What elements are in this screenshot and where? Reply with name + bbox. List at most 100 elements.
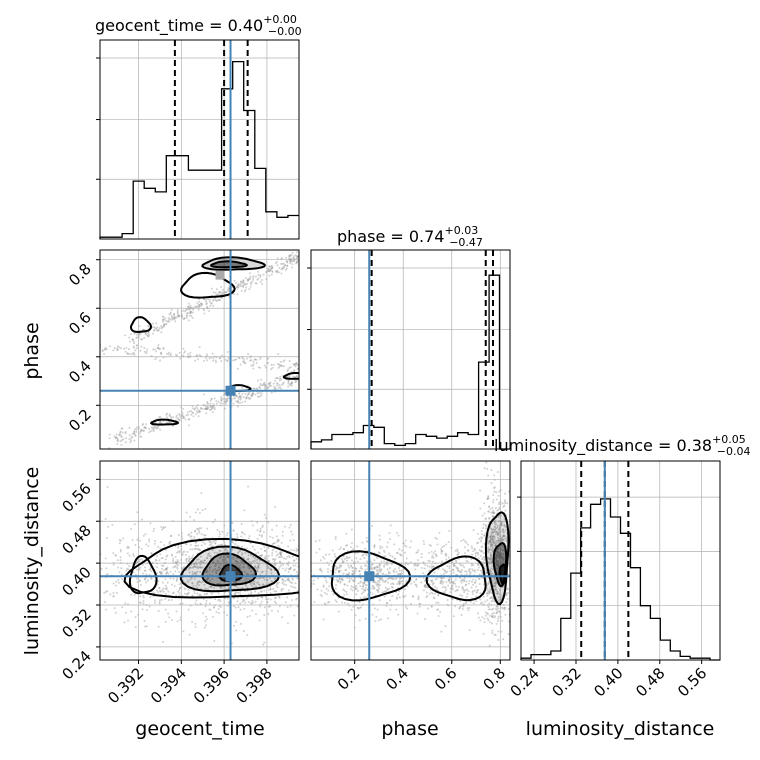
sample-point [303,371,305,373]
sample-point [252,392,255,395]
sample-point [275,269,278,272]
sample-point [337,569,340,572]
sample-point [308,611,310,613]
contour-ld-phase-5 [498,563,507,586]
sample-point [328,600,331,603]
sample-point [288,554,291,557]
sample-point [232,359,235,362]
sample-point [296,611,298,613]
sample-point [202,359,205,362]
sample-point [377,583,380,586]
sample-point [281,616,284,619]
sample-point [158,601,161,604]
sample-point [157,426,160,429]
sample-point [410,582,413,585]
sample-point [388,587,391,590]
sample-point [175,610,178,613]
sample-point [445,580,448,583]
sample-point [471,580,474,583]
sample-point [240,289,243,292]
sample-point [483,502,486,505]
sample-point [496,610,499,613]
sample-point [251,392,254,395]
sample-point [302,373,304,375]
sample-point [179,587,182,590]
sample-point [321,578,323,580]
truth-marker-2-1 [364,571,375,582]
sample-point [306,363,308,365]
sample-point [242,286,245,289]
histogram-geocent-time [99,60,299,239]
sample-point [148,605,151,608]
sample-point [206,527,209,530]
sample-point [205,593,208,596]
sample-point [271,366,274,369]
sample-point [380,560,383,563]
sample-point [203,408,206,411]
sample-point [173,312,176,315]
sample-point [249,281,252,284]
sample-point [303,370,305,372]
sample-point [288,259,291,262]
sample-point [444,569,447,572]
sample-point [267,521,270,524]
xtick-label-phase-1: 0.4 [382,664,412,694]
sample-point [479,592,482,595]
sample-point [358,601,361,604]
title-phase-lower: −0.47 [449,236,483,249]
sample-point [433,597,436,600]
sample-point [259,394,262,397]
sample-point [113,347,116,350]
sample-point [215,361,218,364]
sample-point [153,426,156,429]
sample-point [151,322,154,325]
sample-point [479,507,482,510]
sample-point [470,545,473,548]
sample-point [282,580,285,583]
sample-point [492,501,495,504]
sample-point [302,599,304,601]
sample-point [186,550,189,553]
xtick-label-geocent-time-2: 0.396 [190,664,233,707]
sample-point [157,580,160,583]
sample-point [130,439,133,442]
sample-point [383,551,386,554]
sample-point [445,543,448,546]
sample-point [479,619,482,622]
sample-point [120,443,123,446]
sample-point [356,560,359,563]
sample-point [218,299,221,302]
sample-point [204,356,207,359]
sample-point [177,570,180,573]
sample-point [226,288,229,291]
sample-point [312,583,315,586]
sample-point [169,318,172,321]
panel-frame-1-1 [310,249,511,450]
sample-point [386,546,389,549]
sample-point [395,597,398,600]
sample-point [268,274,271,277]
sample-point [162,325,165,328]
sample-point [365,564,368,567]
sample-point [204,615,207,618]
sample-point [195,305,198,308]
sample-point [170,618,173,621]
sample-point [158,347,161,350]
sample-point [119,347,122,350]
sample-point [206,353,209,356]
sample-point [136,511,139,514]
sample-point [426,586,429,589]
sample-point [174,353,177,356]
sample-point [197,409,200,412]
sample-point [124,611,127,614]
sample-point [267,385,270,388]
sample-point [234,606,237,609]
sample-point [396,572,399,575]
sample-point [290,382,293,385]
sample-point [454,578,457,581]
sample-point [300,258,302,260]
sample-point [181,413,184,416]
sample-point [251,280,254,283]
sample-point [277,544,280,547]
sample-point [173,316,176,319]
